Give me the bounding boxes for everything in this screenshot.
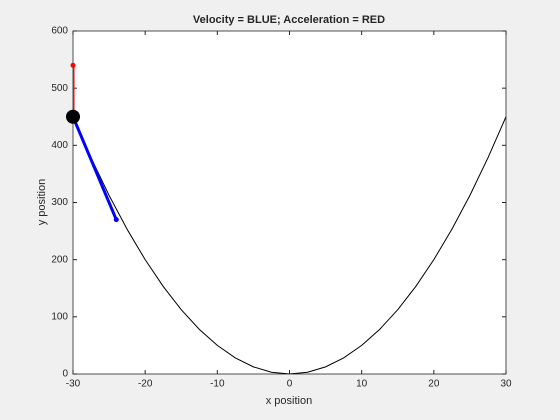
x-tick-label: -20 [138,379,153,390]
series-line [73,116,118,221]
x-tick-label: 0 [287,379,293,390]
y-tick-label: 100 [51,311,68,322]
y-axis-label: y position [36,179,48,225]
end-marker [70,62,76,68]
x-tick-label: -30 [66,379,81,390]
y-tick-label: 500 [51,83,68,94]
y-tick-label: 200 [51,254,68,265]
chart-title: Velocity = BLUE; Acceleration = RED [193,14,385,26]
y-tick-label: 400 [51,140,68,151]
x-tick-label: 20 [428,379,440,390]
x-tick-label: -10 [210,379,225,390]
ball [66,109,80,124]
series-line [73,116,506,374]
y-tick-label: 300 [51,197,68,208]
y-tick-label: 600 [51,26,68,37]
x-tick-label: 30 [500,379,512,390]
plot-area [73,31,506,374]
x-axis-label: x position [266,395,312,407]
x-tick-label: 10 [356,379,368,390]
y-tick-label: 0 [62,369,68,380]
end-marker [113,217,119,223]
